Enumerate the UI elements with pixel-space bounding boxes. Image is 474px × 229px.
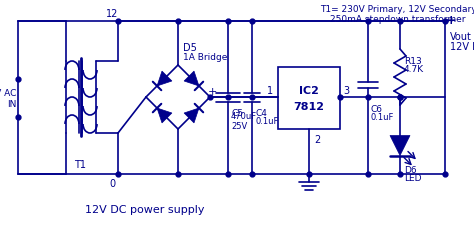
Text: 0.1uF: 0.1uF xyxy=(255,117,278,125)
Text: IC2: IC2 xyxy=(299,86,319,95)
Text: +: + xyxy=(446,14,456,26)
Text: 250mA stepdown transformer: 250mA stepdown transformer xyxy=(330,15,465,25)
Text: 12V DC: 12V DC xyxy=(450,42,474,52)
Text: 470uF
25V: 470uF 25V xyxy=(231,111,257,131)
Text: R13: R13 xyxy=(404,57,422,66)
Text: C5: C5 xyxy=(231,109,243,117)
Polygon shape xyxy=(390,136,410,156)
Polygon shape xyxy=(184,109,199,123)
Text: 0: 0 xyxy=(109,178,115,188)
Polygon shape xyxy=(157,72,172,87)
Text: 1A Bridge: 1A Bridge xyxy=(183,52,228,61)
Text: +: + xyxy=(207,87,217,97)
Text: 12: 12 xyxy=(106,9,118,19)
Text: 12V DC power supply: 12V DC power supply xyxy=(85,204,205,214)
Text: 3: 3 xyxy=(343,86,349,95)
Text: 2: 2 xyxy=(314,134,320,144)
Text: 7812: 7812 xyxy=(293,101,325,112)
Text: 4.7K: 4.7K xyxy=(404,65,424,74)
Text: LED: LED xyxy=(404,173,421,182)
Polygon shape xyxy=(184,72,199,87)
Text: Vout: Vout xyxy=(450,32,472,42)
Text: C4: C4 xyxy=(255,109,267,117)
Bar xyxy=(278,68,340,129)
Text: D5: D5 xyxy=(183,43,197,53)
Text: D6: D6 xyxy=(404,165,417,174)
Text: T1: T1 xyxy=(74,159,86,169)
Text: 0.1uF: 0.1uF xyxy=(371,113,394,122)
Text: T1= 230V Primary, 12V Secondary: T1= 230V Primary, 12V Secondary xyxy=(320,5,474,14)
Text: 1: 1 xyxy=(267,86,273,95)
Polygon shape xyxy=(157,109,172,123)
Text: 230V AC
IN: 230V AC IN xyxy=(0,89,16,108)
Text: C6: C6 xyxy=(371,105,383,114)
